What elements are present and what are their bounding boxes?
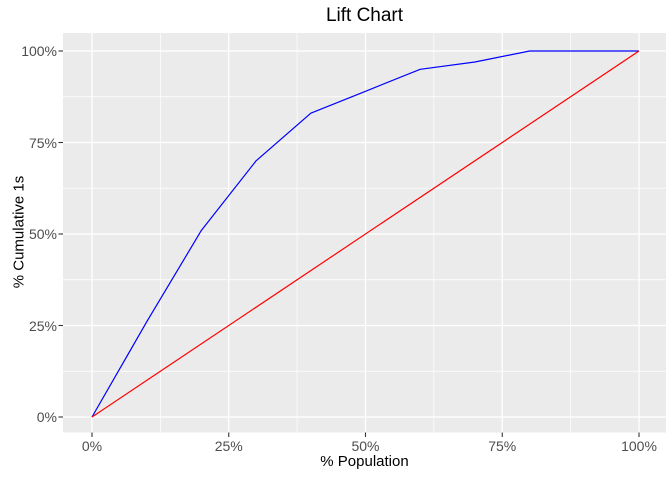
x-axis-title: % Population — [320, 453, 409, 470]
baseline-line — [91, 50, 640, 418]
y-tick-label: 0% — [36, 409, 57, 425]
y-tick-label: 75% — [28, 134, 57, 151]
x-tick-label: 0% — [81, 438, 103, 454]
x-tick-label: 25% — [214, 438, 243, 454]
y-tick-label: 25% — [28, 317, 57, 334]
y-tick-label: 100% — [21, 43, 57, 59]
chart-title: Lift Chart — [325, 5, 404, 26]
x-tick-label: 75% — [488, 438, 517, 454]
lift-curve-line — [91, 50, 639, 418]
x-tick-label: 100% — [621, 438, 657, 454]
y-tick-label: 50% — [28, 226, 57, 242]
x-tick-label: 50% — [351, 438, 380, 454]
